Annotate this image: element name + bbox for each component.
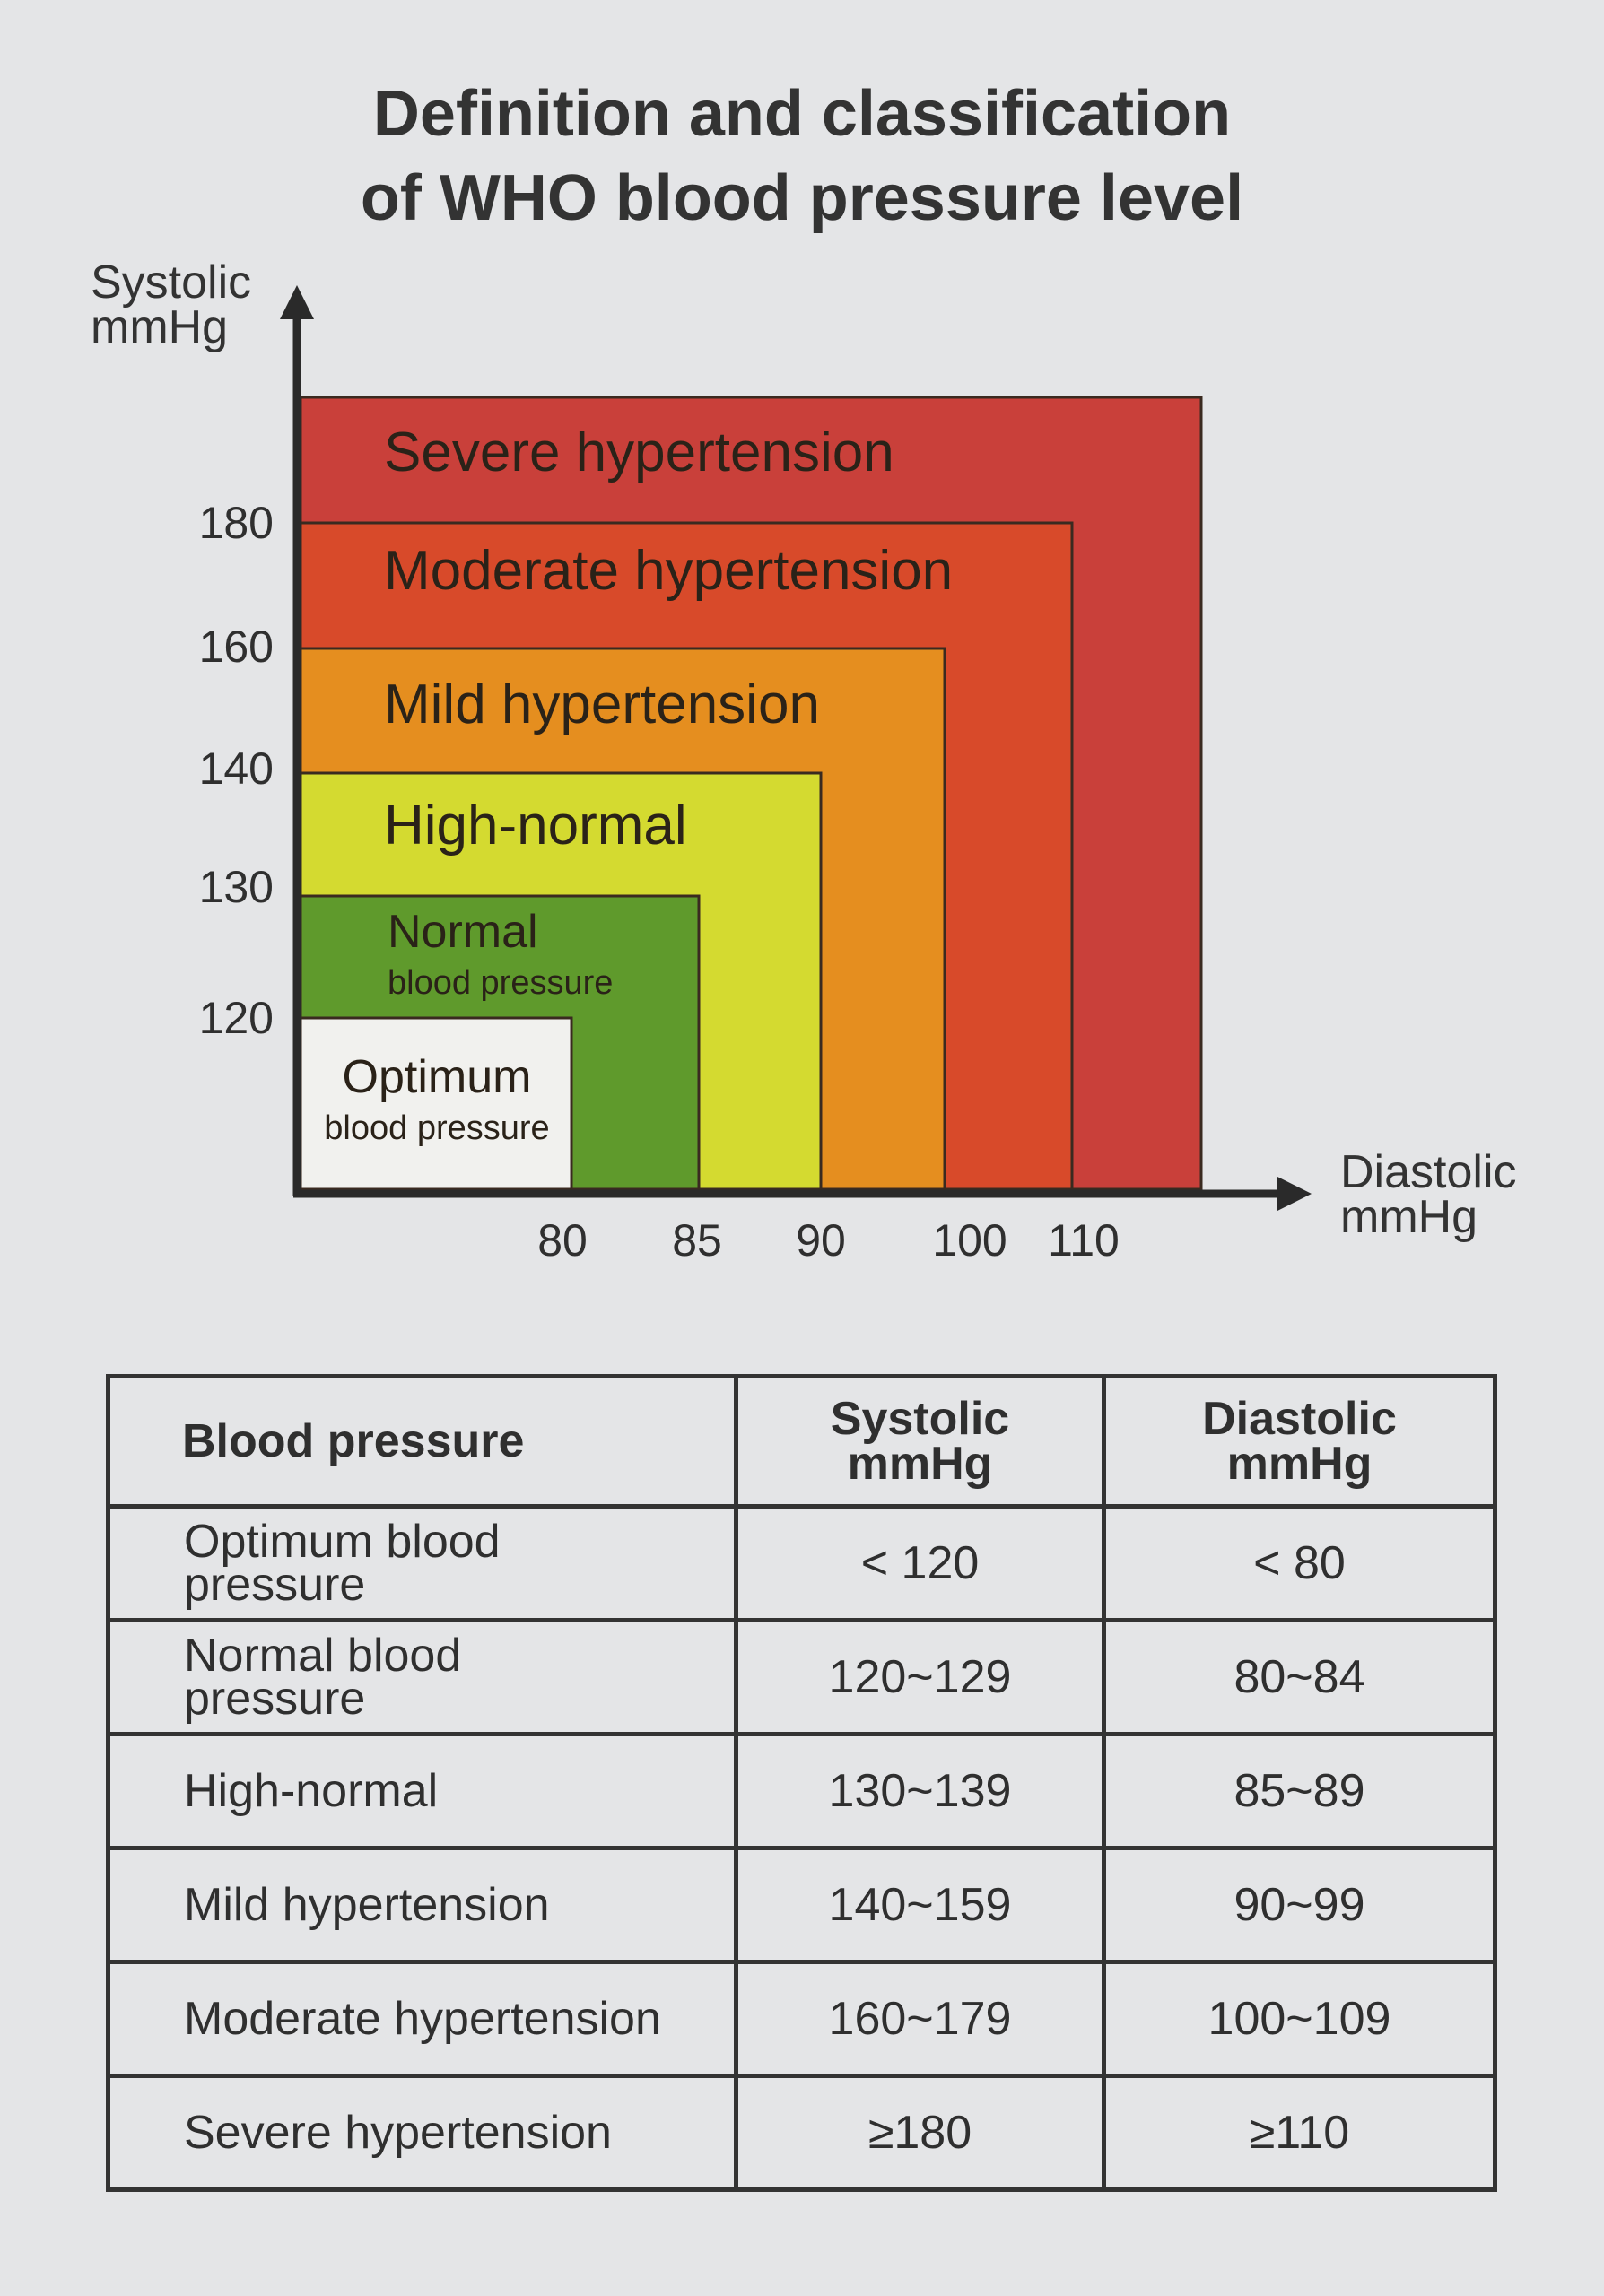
x-axis-label: Diastolic <box>1340 1146 1517 1198</box>
zone-label: blood pressure <box>388 964 613 1002</box>
header-line: Diastolic <box>1202 1393 1397 1445</box>
zone-optimum-blood-pressure <box>299 1016 573 1191</box>
zone-label: Optimum <box>343 1051 532 1103</box>
x-tick-label: 80 <box>537 1215 588 1265</box>
cell-systolic: 160~179 <box>734 1960 1106 2078</box>
page-title: Definition and classification of WHO blo… <box>0 72 1604 240</box>
cell-diastolic: ≥110 <box>1102 2074 1497 2192</box>
table-row: Mild hypertension 140~159 90~99 <box>106 1846 1497 1964</box>
x-tick-label: 100 <box>932 1215 1007 1265</box>
x-tick-label: 110 <box>1048 1215 1120 1265</box>
bp-table: Blood pressure Systolic mmHg Diastolic m… <box>106 1374 1497 2192</box>
x-axis-arrow-icon <box>1277 1177 1312 1211</box>
table-row: Normal blood pressure 120~129 80~84 <box>106 1618 1497 1736</box>
zone-label: blood pressure <box>324 1109 549 1147</box>
zone-label: Normal <box>388 906 538 958</box>
zone-label: Severe hypertension <box>384 422 894 483</box>
cell-diastolic: 90~99 <box>1102 1846 1497 1964</box>
y-axis-title: Systolic mmHg <box>91 257 252 353</box>
category-line: pressure <box>184 1559 366 1611</box>
cell-category: Moderate hypertension <box>106 1960 738 2078</box>
zone-label: High-normal <box>384 795 687 857</box>
table-row: Optimum blood pressure < 120 < 80 <box>106 1504 1497 1622</box>
zone-label: Moderate hypertension <box>384 540 953 602</box>
x-axis-title: Diastolic mmHg <box>1340 1146 1517 1243</box>
title-line: Definition and classification <box>372 78 1232 150</box>
cell-systolic: < 120 <box>734 1504 1106 1622</box>
y-tick-label: 120 <box>199 993 274 1043</box>
y-tick-label: 180 <box>199 498 274 548</box>
category-line: Optimum blood <box>184 1516 501 1568</box>
y-axis-unit: mmHg <box>91 301 229 353</box>
x-tick-label: 85 <box>672 1215 722 1265</box>
header-line: mmHg <box>1226 1438 1373 1490</box>
y-axis-label: Systolic <box>91 257 252 309</box>
cell-systolic: 120~129 <box>734 1618 1106 1736</box>
cell-category: Optimum blood pressure <box>106 1504 738 1622</box>
cell-category: High-normal <box>106 1732 738 1850</box>
y-tick-label: 160 <box>199 622 274 672</box>
x-axis-unit: mmHg <box>1340 1191 1478 1243</box>
header-blood-pressure: Blood pressure <box>106 1374 738 1509</box>
bp-chart: Severe hypertension Moderate hypertension… <box>199 285 1312 1265</box>
cell-category: Normal blood pressure <box>106 1618 738 1736</box>
cell-systolic: ≥180 <box>734 2074 1106 2192</box>
category-line: Mild hypertension <box>184 1879 550 1931</box>
category-line: Severe hypertension <box>184 2107 612 2159</box>
header-systolic: Systolic mmHg <box>734 1374 1106 1509</box>
zone-label: Mild hypertension <box>384 674 820 735</box>
cell-systolic: 130~139 <box>734 1732 1106 1850</box>
cell-diastolic: 85~89 <box>1102 1732 1497 1850</box>
table-row: High-normal 130~139 85~89 <box>106 1732 1497 1850</box>
y-axis-arrow-icon <box>280 285 314 319</box>
category-line: pressure <box>184 1673 366 1725</box>
header-line: mmHg <box>847 1438 993 1490</box>
cell-category: Mild hypertension <box>106 1846 738 1964</box>
cell-diastolic: 100~109 <box>1102 1960 1497 2078</box>
table-row: Moderate hypertension 160~179 100~109 <box>106 1960 1497 2078</box>
category-line: Moderate hypertension <box>184 1993 661 2045</box>
title-line: of WHO blood pressure level <box>360 162 1244 234</box>
x-tick-label: 90 <box>796 1215 846 1265</box>
cell-category: Severe hypertension <box>106 2074 738 2192</box>
cell-diastolic: 80~84 <box>1102 1618 1497 1736</box>
y-tick-label: 140 <box>199 744 274 794</box>
cell-diastolic: < 80 <box>1102 1504 1497 1622</box>
cell-systolic: 140~159 <box>734 1846 1106 1964</box>
category-line: High-normal <box>184 1765 439 1817</box>
header-line: Systolic <box>830 1393 1010 1445</box>
table-row: Severe hypertension ≥180 ≥110 <box>106 2074 1497 2192</box>
header-diastolic: Diastolic mmHg <box>1102 1374 1497 1509</box>
y-tick-label: 130 <box>199 862 274 912</box>
category-line: Normal blood <box>184 1630 462 1682</box>
